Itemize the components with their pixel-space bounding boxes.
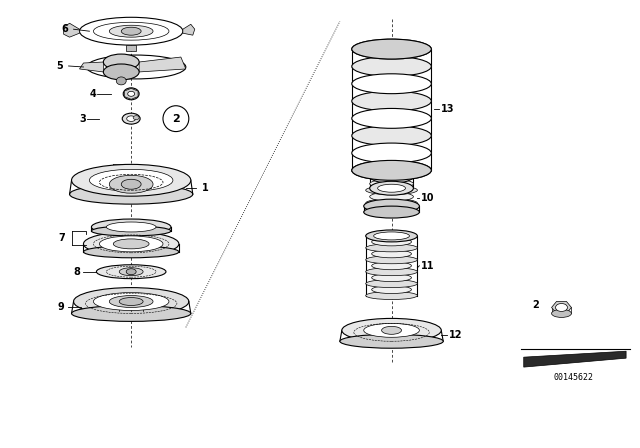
Ellipse shape	[365, 268, 417, 276]
Ellipse shape	[372, 238, 412, 246]
Ellipse shape	[116, 77, 126, 85]
Ellipse shape	[97, 265, 166, 279]
Text: 10: 10	[421, 193, 435, 203]
Ellipse shape	[121, 27, 141, 35]
Ellipse shape	[364, 206, 419, 218]
Ellipse shape	[352, 39, 431, 59]
Ellipse shape	[381, 326, 401, 334]
Ellipse shape	[370, 181, 413, 195]
Ellipse shape	[83, 232, 179, 256]
Ellipse shape	[127, 116, 136, 121]
Ellipse shape	[378, 184, 406, 192]
Text: 1: 1	[202, 183, 209, 193]
Ellipse shape	[364, 323, 419, 337]
Ellipse shape	[128, 91, 134, 96]
Ellipse shape	[365, 244, 417, 252]
Circle shape	[163, 106, 189, 132]
Text: 5: 5	[57, 61, 63, 71]
Ellipse shape	[552, 310, 572, 318]
Ellipse shape	[103, 64, 139, 80]
Ellipse shape	[103, 54, 139, 70]
Ellipse shape	[106, 222, 156, 232]
Ellipse shape	[372, 286, 412, 293]
Text: 7: 7	[58, 233, 65, 243]
Polygon shape	[552, 302, 572, 314]
Ellipse shape	[352, 160, 431, 180]
Text: 2: 2	[532, 301, 539, 310]
Ellipse shape	[352, 143, 431, 163]
Ellipse shape	[352, 160, 431, 180]
Polygon shape	[63, 23, 79, 37]
Ellipse shape	[372, 250, 412, 258]
Ellipse shape	[342, 319, 441, 342]
Ellipse shape	[93, 293, 169, 310]
Text: 6: 6	[61, 24, 68, 34]
Ellipse shape	[370, 179, 413, 188]
Ellipse shape	[374, 232, 410, 240]
Polygon shape	[524, 351, 626, 367]
Ellipse shape	[365, 280, 417, 288]
Ellipse shape	[370, 192, 413, 201]
Ellipse shape	[133, 116, 139, 120]
Ellipse shape	[352, 74, 431, 94]
Ellipse shape	[352, 108, 431, 128]
Text: 9: 9	[58, 302, 65, 312]
Ellipse shape	[126, 269, 136, 275]
Text: 12: 12	[449, 330, 463, 340]
Ellipse shape	[72, 306, 191, 321]
Text: 11: 11	[421, 261, 435, 271]
Ellipse shape	[74, 288, 189, 315]
Ellipse shape	[109, 296, 153, 307]
Polygon shape	[139, 57, 186, 72]
Ellipse shape	[90, 169, 173, 191]
Ellipse shape	[364, 199, 419, 213]
Ellipse shape	[70, 184, 193, 204]
Polygon shape	[126, 45, 136, 51]
Ellipse shape	[370, 169, 413, 183]
Text: 3: 3	[79, 114, 86, 124]
Ellipse shape	[119, 297, 143, 306]
Text: 2: 2	[172, 114, 180, 124]
Text: 4: 4	[90, 89, 96, 99]
Ellipse shape	[83, 246, 179, 258]
Polygon shape	[79, 62, 103, 72]
Ellipse shape	[365, 230, 417, 242]
Ellipse shape	[109, 175, 153, 193]
Ellipse shape	[352, 39, 431, 59]
Ellipse shape	[372, 274, 412, 282]
Ellipse shape	[86, 55, 186, 79]
Ellipse shape	[365, 198, 417, 207]
Ellipse shape	[372, 262, 412, 270]
Ellipse shape	[113, 239, 149, 249]
Ellipse shape	[352, 91, 431, 111]
Ellipse shape	[109, 25, 153, 37]
Polygon shape	[124, 88, 138, 99]
Text: 00145622: 00145622	[554, 373, 593, 382]
Ellipse shape	[352, 56, 431, 76]
Ellipse shape	[124, 88, 139, 100]
Ellipse shape	[365, 292, 417, 300]
Ellipse shape	[352, 126, 431, 146]
Ellipse shape	[122, 113, 140, 124]
Ellipse shape	[93, 22, 169, 40]
Ellipse shape	[556, 303, 568, 311]
Text: 13: 13	[441, 104, 455, 114]
Ellipse shape	[365, 186, 417, 195]
Ellipse shape	[119, 268, 143, 276]
Ellipse shape	[79, 17, 183, 45]
Ellipse shape	[121, 179, 141, 189]
Ellipse shape	[72, 164, 191, 196]
Ellipse shape	[340, 334, 444, 348]
Ellipse shape	[92, 219, 171, 235]
Ellipse shape	[365, 256, 417, 264]
Ellipse shape	[92, 226, 171, 236]
Ellipse shape	[99, 236, 163, 252]
Text: 8: 8	[74, 267, 81, 277]
Polygon shape	[183, 24, 195, 35]
